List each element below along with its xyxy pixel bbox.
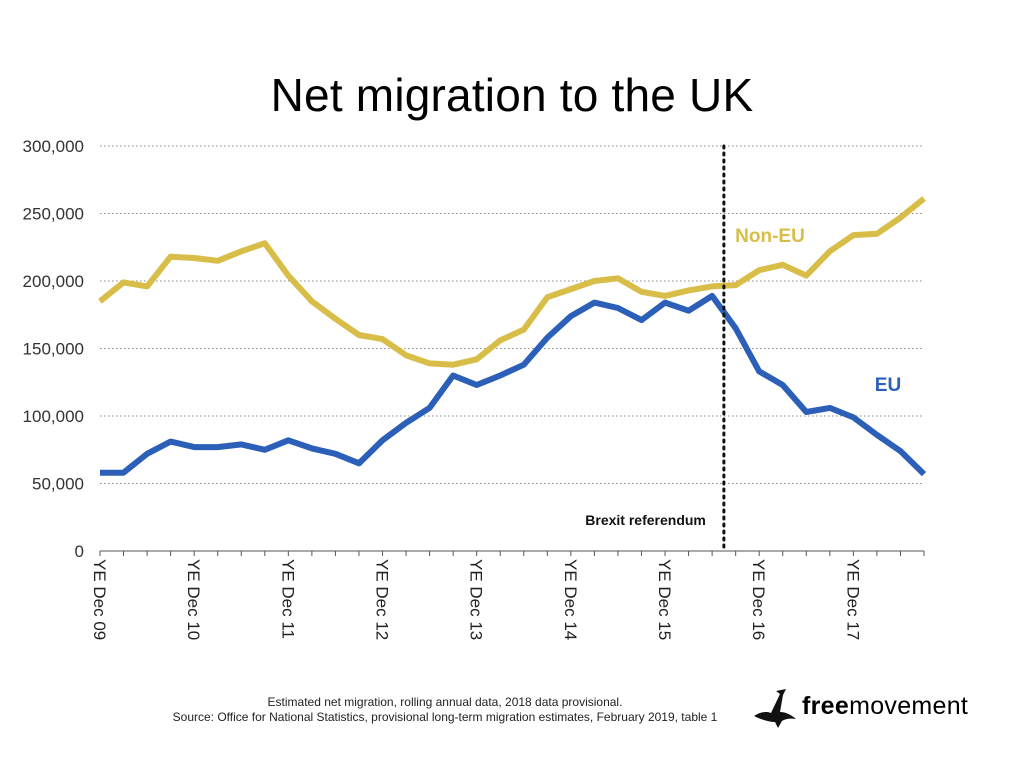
x-tick-label: YE Dec 09 xyxy=(90,559,109,640)
y-tick-label: 200,000 xyxy=(23,272,84,291)
series-label-non-eu: Non-EU xyxy=(735,226,805,247)
x-tick-label: YE Dec 14 xyxy=(561,559,580,640)
x-tick-label: YE Dec 17 xyxy=(843,559,862,640)
y-axis-ticks: 0 50,000 100,000 150,000 200,000 250,000 300,0… xyxy=(23,137,84,561)
y-tick-label: 250,000 xyxy=(23,205,84,224)
x-tick-label: YE Dec 11 xyxy=(278,559,297,639)
footnote-line-2: Source: Office for National Statistics, … xyxy=(172,710,718,724)
y-tick-label: 300,000 xyxy=(23,137,84,156)
x-tick-label: YE Dec 15 xyxy=(655,559,674,640)
y-tick-label: 50,000 xyxy=(32,475,84,494)
y-tick-label: 0 xyxy=(75,542,84,561)
bird-icon xyxy=(754,689,796,728)
x-axis: YE Dec 09 YE Dec 10 YE Dec 11 YE Dec 12 YE D… xyxy=(90,550,925,640)
footnote: Estimated net migration, rolling annual … xyxy=(150,695,740,725)
annotations: Non-EU EU Brexit referendum xyxy=(585,144,901,553)
series-line-eu xyxy=(100,292,927,477)
series-label-eu: EU xyxy=(875,375,901,396)
brand-name: freemovement xyxy=(802,692,968,721)
x-tick-label: YE Dec 12 xyxy=(373,559,392,640)
brand-name-regular: movement xyxy=(849,692,969,720)
x-tick-label: YE Dec 10 xyxy=(184,559,203,640)
grid-lines xyxy=(100,145,924,484)
series-line-non-eu xyxy=(98,196,926,368)
brand-logo: freemovement xyxy=(752,686,992,736)
brand-name-bold: free xyxy=(802,692,850,720)
x-tick-label: YE Dec 16 xyxy=(749,559,768,640)
y-tick-label: 150,000 xyxy=(23,340,84,359)
series-lines xyxy=(98,196,927,477)
y-tick-label: 100,000 xyxy=(23,407,84,426)
footnote-line-1: Estimated net migration, rolling annual … xyxy=(267,695,623,709)
brexit-referendum-label: Brexit referendum xyxy=(585,512,706,528)
x-tick-label: YE Dec 13 xyxy=(467,559,486,640)
chart-title: Net migration to the UK xyxy=(270,69,754,121)
